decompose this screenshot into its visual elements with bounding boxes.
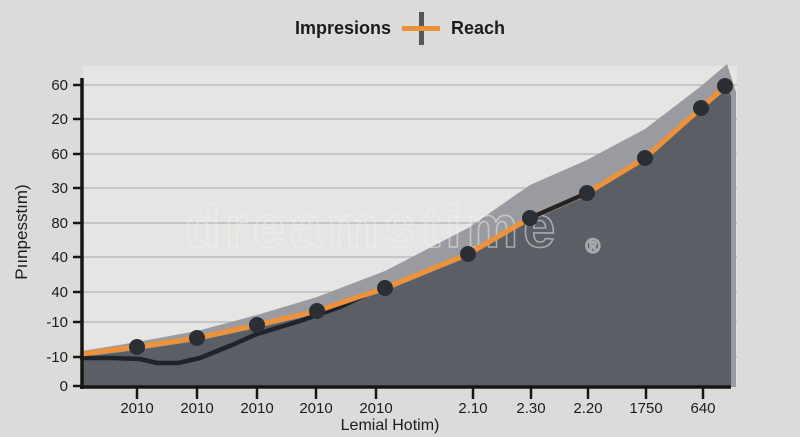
data-point-dot — [129, 339, 145, 355]
data-point-dot — [189, 330, 205, 346]
x-tick-label: 2.30 — [516, 400, 545, 417]
y-tick-label: 40 — [51, 284, 68, 301]
dark-gray-area — [82, 88, 731, 387]
y-axis-title: Pıınpesstım) — [12, 184, 31, 279]
y-tick-label: 80 — [51, 215, 68, 232]
y-tick-label: 30 — [51, 180, 68, 197]
data-point-dot — [460, 246, 476, 262]
x-tick-label: 2.20 — [573, 400, 602, 417]
y-tick-label: 20 — [51, 111, 68, 128]
y-tick-label: -10 — [46, 349, 68, 366]
impressions-overlap-segment — [527, 190, 590, 221]
legend-cross-icon — [402, 11, 440, 45]
y-tick-label: -10 — [46, 314, 68, 331]
legend-label-reach: Reach — [451, 17, 506, 38]
x-tick-label: 1750 — [629, 400, 662, 417]
reach-line — [79, 83, 728, 357]
y-tick-label: 40 — [51, 249, 68, 266]
legend-icon-orange-line — [402, 25, 440, 31]
watermark: dreamstime ® — [185, 195, 605, 260]
watermark-text: dreamstime — [185, 195, 561, 260]
legend: Impresions Reach — [0, 10, 800, 46]
x-tick-label: 2010 — [180, 400, 213, 417]
x-axis-title: Lemial Hotim) — [341, 417, 440, 434]
x-tick-label: 2010 — [240, 400, 273, 417]
watermark-registered-icon: ® — [585, 236, 605, 258]
x-tick-label: 2.10 — [458, 400, 487, 417]
data-point-dot — [309, 303, 325, 319]
data-point-dot — [249, 317, 265, 333]
data-point-dot — [522, 210, 538, 226]
y-tick-label: 0 — [60, 378, 68, 395]
data-point-dot — [579, 185, 595, 201]
chart-base-layer — [82, 64, 737, 387]
y-tick-label: 60 — [51, 146, 68, 163]
y-tick-label: 60 — [51, 77, 68, 94]
data-point-dot — [637, 150, 653, 166]
data-point-dot — [717, 78, 733, 94]
data-point-dot — [693, 100, 709, 116]
legend-label-impresions: Impresions — [294, 17, 391, 38]
x-tick-label: 640 — [690, 400, 715, 417]
x-tick-label: 2010 — [359, 400, 392, 417]
x-tick-label: 2010 — [120, 400, 153, 417]
x-tick-label: 2010 — [299, 400, 332, 417]
data-point-dot — [377, 280, 393, 296]
chart-top-layer: 60 20 60 30 80 40 40 -10 -10 0 2010 2010 2010 2010 201… — [46, 77, 733, 417]
